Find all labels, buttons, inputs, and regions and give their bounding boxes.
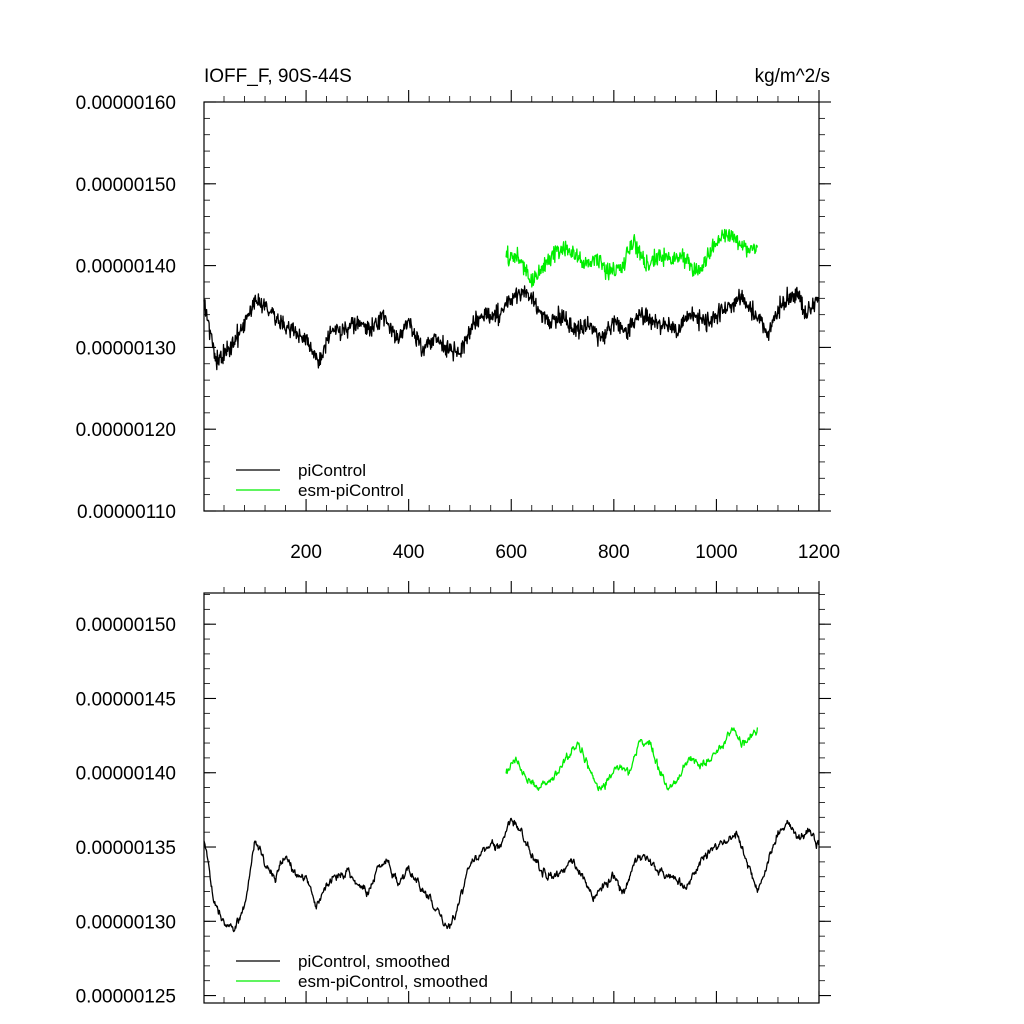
y-tick-label: 0.00000150 (76, 175, 176, 196)
x-tick-label: 600 (495, 542, 527, 563)
y-tick-label: 0.00000160 (76, 93, 176, 114)
bottom-panel: 0.00000125 0.00000130 0.00000135 0.00000140… (76, 581, 831, 1008)
y-tick-label: 0.00000130 (76, 338, 176, 359)
series-line (203, 285, 820, 371)
x-tick-label: 400 (393, 542, 425, 563)
x-tick-label: 200 (290, 542, 322, 563)
panel-title-right: kg/m^2/s (755, 66, 830, 87)
x-tick-label: 1000 (695, 542, 737, 563)
series-line (203, 817, 820, 933)
series-line (505, 228, 759, 288)
top-panel: IOFF_F, 90S-44S kg/m^2/s 0.000001100.000… (76, 66, 841, 563)
y-tick-label: 0.00000135 (76, 838, 176, 859)
y-tick-label: 0.00000125 (76, 987, 176, 1008)
y-tick-label: 0.00000150 (76, 615, 176, 636)
plot-frame (203, 101, 820, 512)
tick-layer: 0.00000110 0.00000120 0.00000130 0.00000140… (76, 90, 840, 563)
x-tick-label: 1200 (798, 542, 840, 563)
y-tick-label: 0.00000140 (76, 764, 176, 785)
series-layer (203, 727, 820, 933)
series-line (505, 727, 759, 792)
y-tick-label: 0.00000145 (76, 689, 176, 710)
tick-layer: 0.00000125 0.00000130 0.00000135 0.00000140… (76, 581, 831, 1008)
legend-label: esm-piControl, smoothed (298, 972, 488, 991)
panel-title-left: IOFF_F, 90S-44S (204, 66, 352, 87)
y-tick-label: 0.00000110 (77, 502, 176, 523)
x-tick-label: 800 (598, 542, 630, 563)
y-tick-label: 0.00000130 (76, 912, 176, 933)
legend-label: piControl, smoothed (298, 952, 450, 971)
y-tick-label: 0.00000140 (76, 257, 176, 278)
legend-label: piControl (298, 461, 366, 480)
series-layer (203, 228, 820, 371)
y-tick-label: 0.00000120 (76, 420, 176, 441)
legend-label: esm-piControl (298, 481, 404, 500)
plot-frame (203, 592, 820, 1004)
